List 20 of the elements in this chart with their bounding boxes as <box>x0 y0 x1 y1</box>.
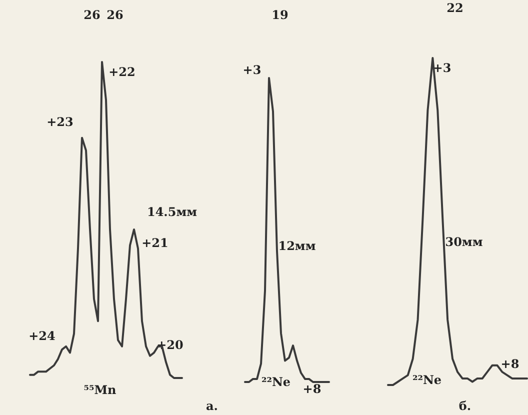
annotation: 14.5мм <box>146 205 198 219</box>
text: 19 <box>272 8 288 22</box>
text: a. <box>206 399 218 413</box>
annotation: +3 <box>432 61 452 75</box>
annotation: ²²Ne <box>412 373 442 387</box>
annotation: +22 <box>108 65 136 79</box>
text: б. <box>458 399 472 413</box>
annotation: ²²Ne <box>261 375 291 389</box>
annotation: +8 <box>500 357 520 371</box>
text: 26 <box>84 8 100 22</box>
text: ⁵⁵Mn <box>84 383 117 397</box>
annotation: 12мм <box>278 239 316 253</box>
text: +3 <box>242 63 262 77</box>
annotation: +8 <box>302 382 322 396</box>
text: 22 <box>446 1 464 15</box>
annotation: 30мм <box>445 235 484 249</box>
annotation: +24 <box>28 329 56 343</box>
annotation: +21 <box>142 236 168 250</box>
text: 26 <box>106 8 124 22</box>
annotation: +23 <box>46 115 74 129</box>
